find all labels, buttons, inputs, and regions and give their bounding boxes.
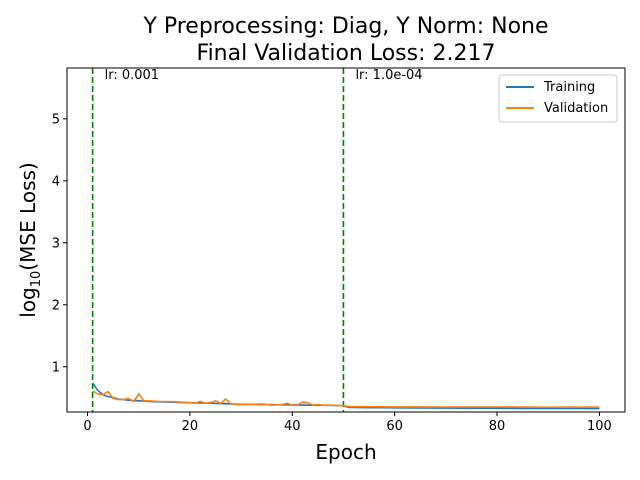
chart-title-line1: Y Preprocessing: Diag, Y Norm: None xyxy=(142,14,548,39)
y-axis-label: log10(MSE Loss) xyxy=(16,162,44,317)
plot-area: lr: 0.001 lr: 1.0e-04 xyxy=(91,68,600,412)
plot-frame xyxy=(66,67,626,413)
legend-label-validation: Validation xyxy=(544,101,608,116)
y-axis-label-suffix: (MSE Loss) xyxy=(16,162,40,270)
x-tick-label-2: 40 xyxy=(284,419,301,434)
lr-marker-label-0: lr: 0.001 xyxy=(105,68,159,83)
y-tick-label-1: 2 xyxy=(52,298,60,313)
series-line-validation xyxy=(92,390,600,409)
x-tick-label-5: 100 xyxy=(587,419,612,434)
lr-marker-label-1: lr: 1.0e-04 xyxy=(355,68,422,83)
y-tick-label-4: 5 xyxy=(52,112,60,127)
y-tick-label-2: 3 xyxy=(52,236,60,251)
x-axis-label: Epoch xyxy=(315,440,376,464)
x-axis: 0 20 40 60 80 100 xyxy=(83,412,612,434)
series-line-training xyxy=(91,382,600,410)
y-axis-label-subscript: 10 xyxy=(29,271,44,288)
y-axis: 1 2 3 4 5 xyxy=(52,112,67,375)
legend-label-training: Training xyxy=(543,80,595,95)
y-axis-label-prefix: log xyxy=(16,287,40,318)
x-tick-label-0: 0 xyxy=(83,419,91,434)
chart-title-line2: Final Validation Loss: 2.217 xyxy=(197,41,496,66)
y-tick-label-0: 1 xyxy=(52,360,60,375)
x-tick-label-1: 20 xyxy=(182,419,199,434)
x-tick-label-4: 80 xyxy=(489,419,506,434)
x-tick-label-3: 60 xyxy=(386,419,403,434)
legend: Training Validation xyxy=(498,74,618,123)
y-tick-label-3: 4 xyxy=(52,174,60,189)
